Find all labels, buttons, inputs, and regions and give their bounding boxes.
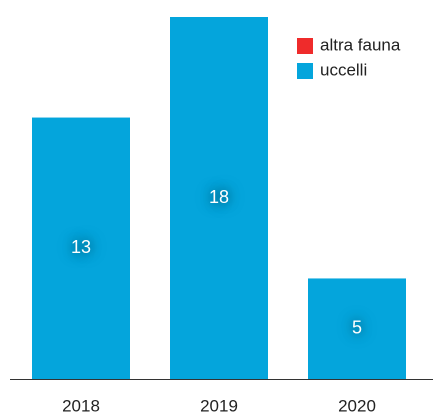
legend-swatch [297,63,313,79]
legend-swatch [297,38,313,54]
x-tick-label: 2020 [338,396,376,414]
bar-segment [170,17,268,379]
data-label: 18 [209,187,229,207]
legend-label: altra fauna [320,35,401,54]
x-tick-label: 2019 [200,396,238,414]
bar-segment [308,278,406,379]
legend-label: uccelli [320,60,367,79]
data-label: 5 [352,317,362,337]
data-label: 13 [71,237,91,257]
bar-segment [32,117,130,380]
x-tick-label: 2018 [62,396,100,414]
